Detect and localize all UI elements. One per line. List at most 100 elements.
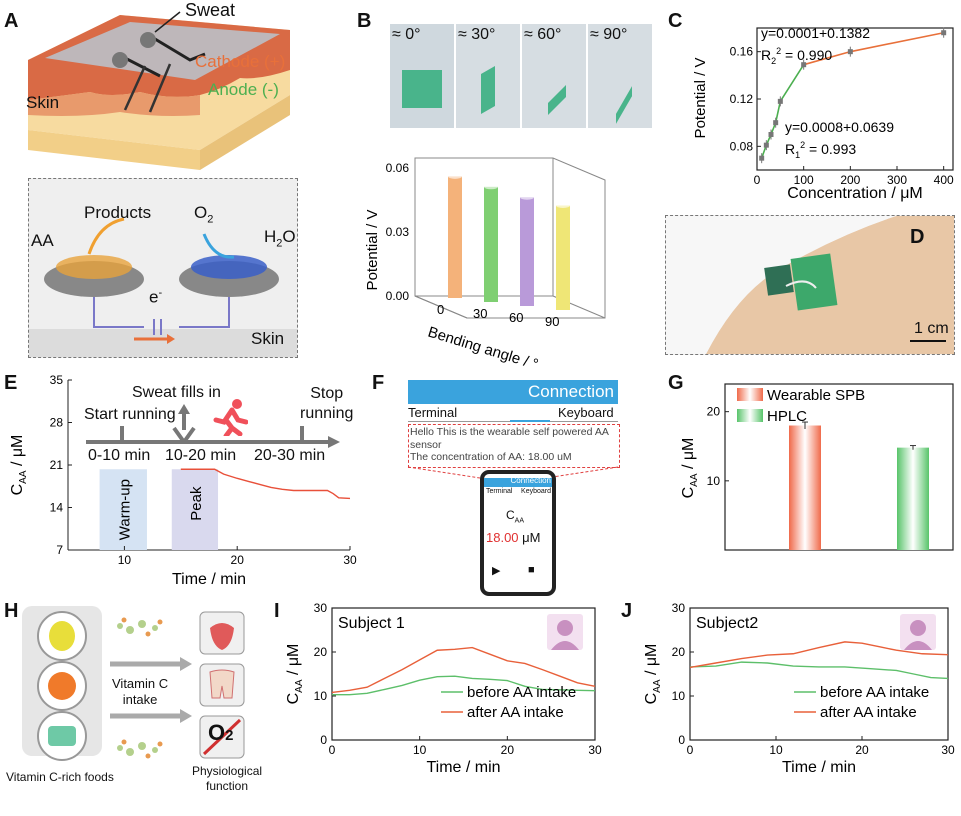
y-tick-label: 20	[672, 645, 686, 659]
y-tick-label: 35	[50, 373, 64, 387]
timeline-tick	[172, 426, 186, 444]
anode-label: Anode (-)	[208, 80, 279, 99]
y-axis-label: CAA / μM	[643, 644, 663, 705]
x-axis-label: Concentration / μM	[787, 185, 923, 202]
panel-label-c: C	[668, 10, 683, 32]
x-tick-label: 30	[941, 743, 955, 757]
timeline-tick-arrow	[178, 404, 190, 414]
panel-e: E Warm-up Peak 7 14 21 28 35 10 20 30 CAA / μM Time…	[0, 370, 365, 590]
x-tick-label: 100	[794, 173, 814, 187]
tab-terminal[interactable]: Terminal	[408, 405, 458, 420]
tab-active-indicator	[510, 420, 550, 422]
legend-label: before AA intake	[820, 684, 929, 701]
x-tick-label: 0	[437, 302, 444, 317]
vitamin-c-illustration	[22, 606, 245, 761]
scale-bar	[910, 340, 946, 342]
x-tick-label: 10	[769, 743, 783, 757]
chart-j-subject2: 0 10 20 30 0 10 20 30 before AA intake after AA i…	[643, 601, 955, 776]
phone-title-bar: Connection	[484, 476, 552, 487]
chart-i-subject1: 0 10 20 30 0 10 20 30 before AA intake after AA i…	[285, 601, 602, 776]
y-axis-label: CAA / μM	[285, 644, 305, 705]
panel-label-b: B	[357, 10, 372, 32]
y-axis-label: CAA / μM	[680, 438, 700, 499]
device-patch	[402, 70, 442, 108]
plot-frame	[724, 383, 954, 551]
cathode-label: Cathode (+)	[195, 52, 286, 71]
bar	[448, 176, 462, 298]
fit-high-r2: R22 = 0.990	[761, 46, 832, 66]
plot-frame	[689, 607, 949, 741]
skin-label-top: Skin	[26, 93, 60, 112]
chart-c-calibration: 0 100 200 300 400 0.08 0.12 0.16 y=0.0001+0.1382…	[692, 25, 954, 202]
x-tick-label: 30	[343, 553, 357, 567]
series-line	[689, 661, 949, 680]
series-line	[332, 675, 596, 696]
x-tick-label: 20	[855, 743, 869, 757]
x-tick-label: 200	[840, 173, 860, 187]
sweat-label: Sweat	[185, 0, 236, 20]
period-3-label: 20-30 min	[254, 447, 326, 464]
y-tick-label: 30	[672, 601, 686, 615]
bar-cap	[556, 202, 570, 208]
legend-label: Wearable SPB	[767, 387, 865, 404]
scale-bar-label: 1 cm	[914, 320, 949, 337]
arm-photo	[666, 216, 954, 354]
peak-label: Peak	[188, 486, 205, 521]
fit-low-r2: R12 = 0.993	[785, 140, 856, 160]
x-tick-label: 60	[509, 310, 523, 325]
bar-cap	[484, 184, 498, 190]
panel-label-h: H	[4, 600, 19, 622]
tab-keyboard[interactable]: Keyboard	[558, 405, 614, 420]
period-2-label: 10-20 min	[165, 447, 237, 464]
stop-icon[interactable]: ■	[528, 564, 535, 576]
play-icon[interactable]: ▶	[492, 565, 501, 577]
y-tick-label: 0.12	[730, 92, 754, 106]
x-tick-label: 20	[501, 743, 515, 757]
panel-d-frame: D 1 cm	[665, 215, 955, 355]
y-tick-label: 0	[320, 733, 327, 747]
timeline-arrowhead	[328, 436, 340, 448]
y-tick-label: 21	[50, 458, 64, 472]
y-tick-label: 7	[56, 543, 63, 557]
o2-badge: O2	[208, 720, 234, 745]
bending-photo-90: ≈ 90°	[588, 24, 652, 128]
angle-label-30: ≈ 30°	[458, 26, 496, 43]
x-tick-label: 0	[687, 743, 694, 757]
y-tick-label: 0.08	[730, 139, 754, 153]
phone-value: 18.00	[486, 530, 519, 545]
period-1-label: 0-10 min	[88, 447, 151, 464]
panel-a: A Sweat Cathode (+) Anode (-) Skin	[0, 0, 300, 370]
chart-title: Subject 1	[338, 615, 405, 632]
phone-caa-label: CAA	[506, 508, 525, 525]
phone-tab-terminal[interactable]: Terminal	[486, 488, 513, 495]
panel-label-i: I	[274, 600, 280, 622]
phone-tab-keyboard[interactable]: Keyboard	[521, 488, 551, 495]
person-icon-head	[557, 620, 573, 636]
device-patch	[481, 65, 495, 115]
person-icon-head	[910, 620, 926, 636]
panel-b: B ≈ 0° ≈ 30° ≈ 60° ≈ 90° 0.00 0.03 0.06 0 30…	[355, 0, 655, 370]
skin-device-illustration	[28, 11, 290, 170]
bar-cap	[448, 173, 462, 179]
y-tick-label: 20	[707, 405, 721, 419]
y-tick-label: 0.00	[386, 289, 410, 303]
y-tick-label: 10	[314, 689, 328, 703]
panel-g: G 10 20 Wearable SPB HPLC CAA / μM	[665, 370, 961, 590]
h2o-label: H2O	[264, 227, 296, 250]
physio-caption: Physiological function	[192, 764, 263, 793]
runner-icon	[213, 399, 248, 436]
terminal-line-3: The concentration of AA: 18.00 uM	[410, 451, 572, 463]
fit-high-equation: y=0.0001+0.1382	[761, 25, 870, 41]
timeline-tick	[182, 426, 196, 444]
device-patch	[548, 85, 566, 115]
legend-label: HPLC	[767, 408, 807, 425]
aa-label: AA	[31, 231, 54, 250]
y-axis-label: Potential / V	[692, 58, 709, 139]
series-line	[180, 468, 351, 500]
x-axis-label: Time / min	[172, 571, 246, 588]
stop-running-label: Stop running	[300, 385, 354, 422]
y-tick-label: 14	[50, 501, 64, 515]
x-tick-label: 400	[934, 173, 954, 187]
chart-b-3d-bar: 0.00 0.03 0.06 0 30 60 90 Potential / V Bending …	[364, 157, 606, 370]
